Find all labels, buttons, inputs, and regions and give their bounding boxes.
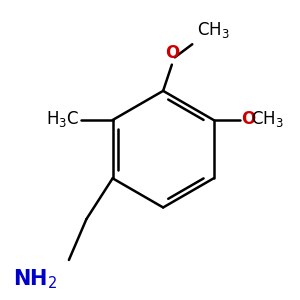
Text: CH$_3$: CH$_3$ xyxy=(251,109,284,129)
Text: O: O xyxy=(241,110,256,128)
Text: O: O xyxy=(165,44,179,62)
Text: H$_3$C: H$_3$C xyxy=(46,109,79,129)
Text: NH$_2$: NH$_2$ xyxy=(13,267,57,291)
Text: CH$_3$: CH$_3$ xyxy=(197,20,230,40)
